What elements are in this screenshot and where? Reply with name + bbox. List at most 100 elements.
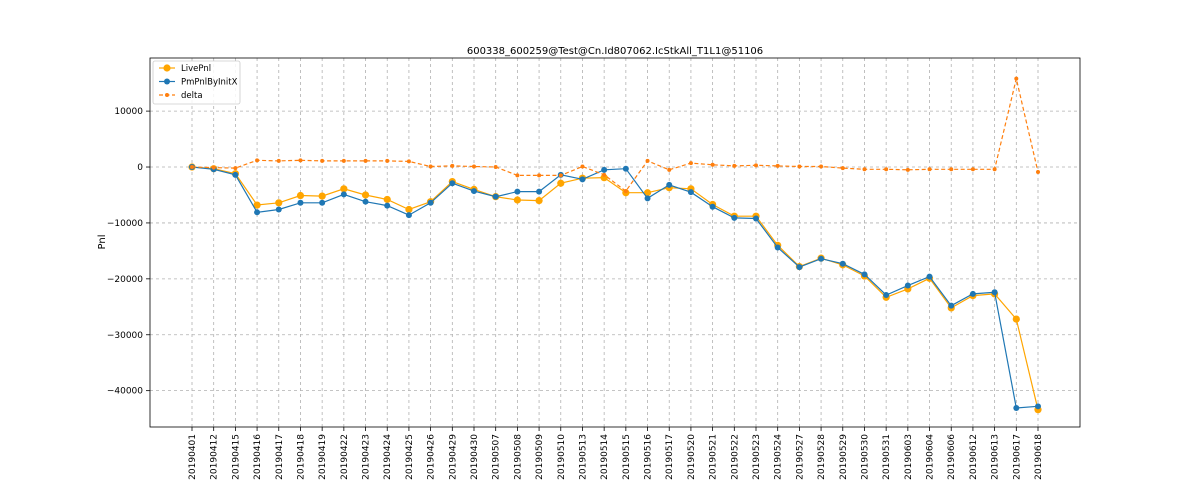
data-point-PmPnlByInitX [1035,403,1041,410]
data-point-delta [667,167,672,172]
data-point-LivePnl [275,199,283,207]
data-point-PmPnlByInitX [883,292,890,299]
data-point-delta [754,163,758,168]
data-point-delta [580,164,585,169]
y-tick-label: −10000 [107,219,143,229]
x-tick-label: 20190527 [795,434,805,480]
data-point-PmPnlByInitX [666,181,673,188]
data-point-delta [450,163,455,168]
data-point-LivePnl [253,201,261,209]
x-tick-label: 20190429 [448,434,458,480]
data-point-PmPnlByInitX [861,271,868,278]
data-point-delta [341,158,346,163]
data-point-delta [211,165,216,170]
data-point-delta [1014,76,1019,81]
data-point-delta [493,165,498,170]
data-point-PmPnlByInitX [818,255,825,262]
x-tick-label: 20190612 [969,434,979,480]
data-point-delta [558,173,563,178]
data-point-delta [645,158,650,163]
legend: LivePnl PmPnlByInitX delta [152,60,241,105]
data-point-delta [602,172,607,177]
data-point-PmPnlByInitX [297,199,304,206]
data-point-PmPnlByInitX [904,282,911,289]
data-point-PmPnlByInitX [471,188,477,195]
x-tick-label: 20190520 [687,434,697,480]
data-point-PmPnlByInitX [601,166,608,173]
x-tick-label: 20190528 [817,434,827,480]
x-tick-label: 20190422 [340,434,350,480]
data-point-LivePnl [296,191,305,200]
data-point-delta [190,165,194,170]
x-tick-label: 20190613 [991,434,1001,480]
x-tick-label: 20190531 [882,434,892,480]
x-tick-label: 20190418 [296,434,306,480]
x-tick-label: 20190412 [210,434,220,480]
grid [150,58,1080,427]
legend-label-LivePnl: LivePnl [181,64,211,74]
data-point-PmPnlByInitX [753,215,759,222]
data-point-PmPnlByInitX [232,171,239,178]
x-tick-label: 20190524 [774,434,784,480]
data-point-delta [819,164,824,169]
data-point-PmPnlByInitX [991,289,998,296]
data-point-PmPnlByInitX [275,206,282,213]
data-point-delta [623,189,628,194]
data-point-delta [775,163,780,168]
x-tick-label: 20190509 [535,434,545,480]
x-tick-label: 20190419 [318,434,328,480]
x-tick-label: 20190515 [622,434,632,480]
x-tick-label: 20190522 [730,434,740,480]
data-point-delta [363,158,368,163]
data-point-LivePnl [535,196,543,205]
y-axis: 10000 0 −10000 −20000 −30000 −40000 [107,107,150,397]
data-point-PmPnlByInitX [796,264,803,271]
data-point-PmPnlByInitX [405,212,412,219]
data-point-PmPnlByInitX [536,188,543,195]
y-axis-label: Pnl [97,235,108,250]
plot-frame [149,57,1081,428]
data-point-delta [276,158,281,163]
data-point-PmPnlByInitX [731,214,738,221]
data-point-delta [255,158,260,163]
data-point-PmPnlByInitX [969,290,976,297]
x-tick-label: 20190425 [405,434,415,480]
data-point-PmPnlByInitX [384,202,391,209]
data-point-PmPnlByInitX [1013,404,1020,411]
data-point-LivePnl [361,191,370,199]
legend-marker-PmPnlByInitX [164,78,170,85]
x-tick-label: 20190516 [644,434,654,480]
x-tick-label: 20190508 [513,434,523,480]
legend-marker-LivePnl [163,64,171,72]
x-tick-label: 20190514 [600,434,610,480]
data-point-delta [1036,170,1040,175]
data-point-PmPnlByInitX [427,199,434,206]
data-point-delta [710,162,715,167]
data-point-delta [840,166,845,171]
legend-label-delta: delta [181,91,203,101]
data-point-PmPnlByInitX [340,191,347,198]
x-tick-label: 20190606 [947,434,957,480]
y-tick-label: 10000 [114,107,143,117]
series-line-LivePnl [191,166,1039,410]
data-point-delta [970,167,975,172]
y-tick-label: −20000 [107,275,143,285]
x-tick-label: 20190401 [188,434,198,480]
data-point-LivePnl [557,179,565,187]
data-point-LivePnl [513,196,521,204]
data-point-delta [472,164,476,169]
data-point-delta [233,166,238,171]
data-point-LivePnl [643,189,652,197]
legend-marker-delta [165,93,169,97]
series-group [188,76,1042,414]
x-tick-label: 20190513 [578,434,588,480]
data-point-delta [406,159,411,164]
data-point-PmPnlByInitX [948,302,955,309]
data-point-PmPnlByInitX [362,198,369,205]
x-tick-label: 20190417 [275,434,285,480]
data-point-PmPnlByInitX [644,195,651,202]
data-point-PmPnlByInitX [622,165,629,172]
data-point-delta [688,161,693,166]
data-point-delta [537,173,542,178]
